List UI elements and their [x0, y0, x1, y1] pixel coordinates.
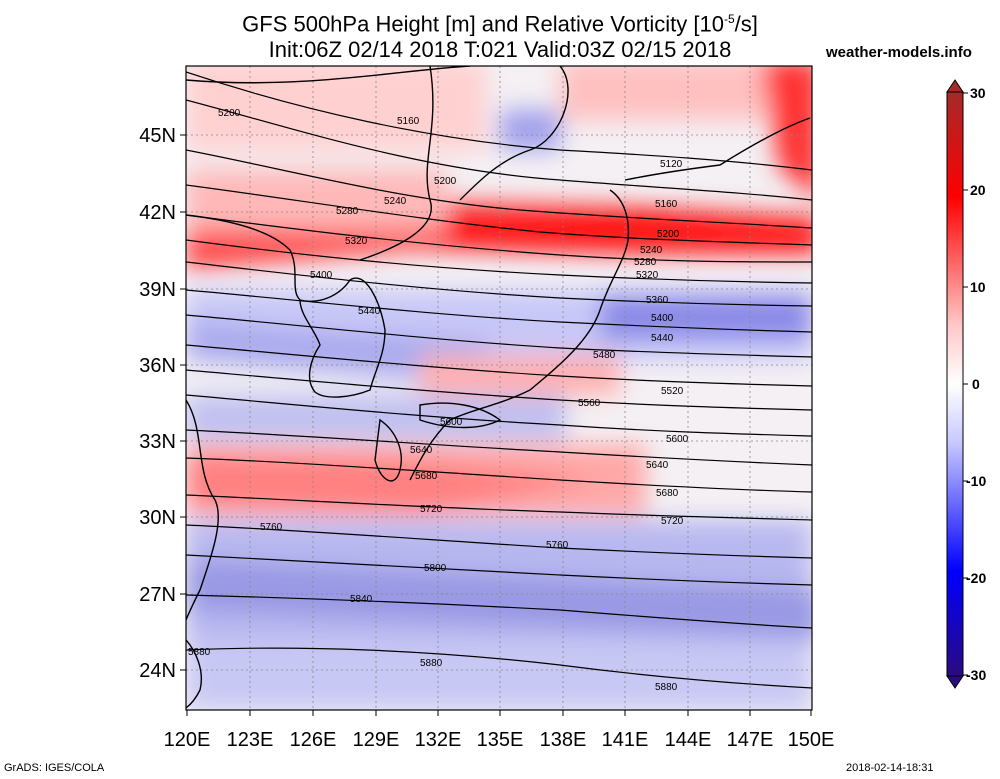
contour-label: 5440	[651, 333, 674, 344]
lon-ticks	[186, 710, 812, 716]
contour-label: 5640	[646, 460, 669, 471]
lat-label: 27N	[139, 584, 176, 606]
lat-label: 45N	[139, 125, 176, 147]
contour-label: 5120	[660, 159, 683, 170]
contour-label: 5720	[661, 516, 684, 527]
contour-label: 5680	[415, 471, 438, 482]
map-title: GFS 500hPa Height [m] and Relative Vorti…	[150, 6, 850, 37]
contour-label: 5200	[218, 108, 241, 119]
lat-label: 24N	[139, 660, 176, 682]
contour-label: 5600	[666, 434, 689, 445]
colorbar-top-arrow	[946, 79, 964, 93]
hokkaido-line	[624, 117, 811, 181]
title-prefix: GFS 500hPa Height [m] and Relative Vorti…	[242, 11, 724, 37]
lat-label-group: 45N 42N 39N 36N 33N 30N 27N 24N	[139, 125, 176, 682]
colorbar-label: 30	[970, 85, 986, 101]
lon-label: 135E	[477, 729, 524, 751]
colorbar-label: 10	[970, 279, 986, 295]
contour-label: 5240	[384, 196, 407, 207]
contour-label: 5360	[646, 295, 669, 306]
contour-label: 5680	[656, 488, 679, 499]
contour-label: 5640	[410, 445, 433, 456]
contour-label: 5320	[345, 236, 368, 247]
lat-label: 42N	[139, 202, 176, 224]
contour-label: 5840	[350, 594, 373, 605]
colorbar-label-group: 30 20 10 0 -10 -20 -30	[966, 85, 986, 683]
brand-label[interactable]: weather-models.info	[826, 44, 972, 61]
lat-label: 30N	[139, 507, 176, 529]
contour-label: 5160	[655, 199, 678, 210]
contour-label: 5240	[640, 245, 663, 256]
lon-label: 123E	[227, 729, 274, 751]
lon-label: 120E	[164, 729, 211, 751]
coastlines	[186, 66, 811, 709]
title-suffix: /s]	[734, 11, 758, 37]
contour-label: 5400	[310, 270, 333, 281]
contour-label: 5280	[336, 206, 359, 217]
contour-label: 5720	[420, 504, 443, 515]
footer-timestamp: 2018-02-14-18:31	[846, 762, 934, 774]
contour-label: 5440	[358, 306, 381, 317]
colorbar-label: 20	[970, 182, 986, 198]
lat-label: 33N	[139, 431, 176, 453]
taiwan-line	[186, 639, 202, 709]
lon-label-group: 120E 123E 126E 129E 132E 135E 138E 141E …	[164, 729, 835, 751]
height-contours	[186, 71, 812, 689]
plot-frame	[185, 65, 813, 711]
contour-label: 5400	[651, 313, 674, 324]
contour-label-group: 5120 5160 5160 5200 5200 5200 5240 5240 …	[188, 108, 689, 693]
lat-label: 39N	[139, 279, 176, 301]
lon-label: 132E	[415, 729, 462, 751]
contour-label: 5760	[546, 540, 569, 551]
lon-label: 138E	[540, 729, 587, 751]
lat-ticks	[180, 134, 186, 671]
contour-label: 5280	[634, 257, 657, 268]
contour-label: 5560	[578, 398, 601, 409]
china-east-coast-line	[186, 399, 219, 621]
contour-label: 5880	[655, 682, 678, 693]
lon-label: 144E	[665, 729, 712, 751]
contour-label: 5800	[424, 563, 447, 574]
china-coast-line	[186, 214, 301, 301]
vorticity-shading: 5120 5160 5160 5200 5200 5200 5240 5240 …	[186, 66, 812, 710]
title-exponent: -5	[723, 12, 735, 26]
lon-label: 126E	[290, 729, 337, 751]
contour-label: 5200	[657, 229, 680, 240]
contour-label: 5200	[434, 176, 457, 187]
lon-label: 147E	[727, 729, 774, 751]
contour-label: 5880	[420, 658, 443, 669]
lon-label: 129E	[353, 729, 400, 751]
colorbar-ticks	[963, 92, 968, 676]
contour-label: 5480	[593, 350, 616, 361]
contour-label: 5760	[260, 522, 283, 533]
lon-label: 150E	[788, 729, 835, 751]
china-border-line	[359, 66, 434, 261]
footer-credit: GrADS: IGES/COLA	[4, 762, 105, 774]
japan-honshu-line	[409, 189, 630, 481]
contour-label: 5600	[440, 417, 463, 428]
colorbar-bottom-arrow	[946, 675, 964, 689]
contour-label: 5160	[397, 116, 420, 127]
map-subtitle: Init:06Z 02/14 2018 T:021 Valid:03Z 02/1…	[268, 37, 732, 62]
contour-label: 5320	[636, 270, 659, 281]
colorbar: 30 20 10 0 -10 -20 -30	[946, 79, 986, 689]
colorbar-label: 0	[972, 376, 980, 392]
lon-label: 141E	[602, 729, 649, 751]
contour-label: 5520	[661, 386, 684, 397]
colorbar-bar	[946, 91, 964, 677]
shikoku-line	[419, 402, 502, 429]
contour-label: 5880	[188, 647, 211, 658]
colorbar-label: -10	[966, 473, 986, 489]
northern-boundary-line	[186, 66, 471, 84]
colorbar-label: -20	[966, 570, 986, 586]
lat-label: 36N	[139, 355, 176, 377]
colorbar-label: -30	[966, 667, 986, 683]
